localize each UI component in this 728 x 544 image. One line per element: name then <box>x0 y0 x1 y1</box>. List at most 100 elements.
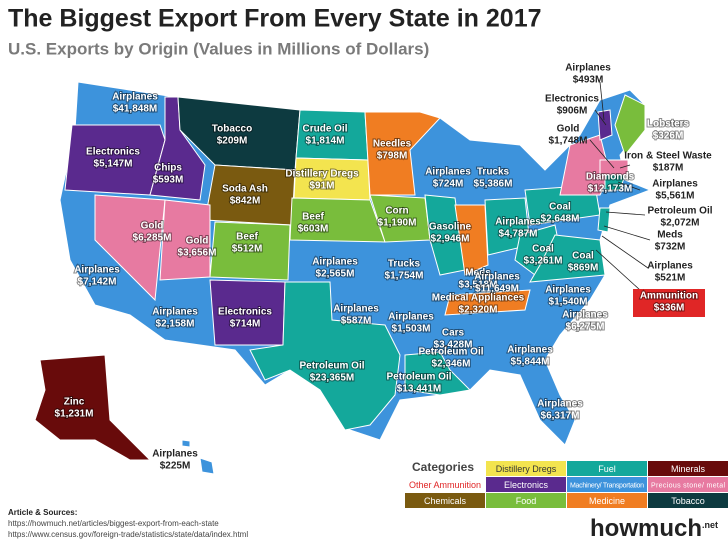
state <box>424 194 466 276</box>
state-product: Airplanes <box>495 217 541 228</box>
state-value: $587M <box>341 316 372 327</box>
state-value: $326M <box>653 131 684 142</box>
state-product: Coal <box>572 251 594 262</box>
state-product: Airplanes <box>507 345 553 356</box>
state-value: $1,503M <box>392 324 431 335</box>
state-value: $512M <box>232 244 263 255</box>
state-value: $2,346M <box>432 359 471 370</box>
state-value: $1,540M <box>549 297 588 308</box>
legend-label: Precious stone/ metal <box>651 482 725 489</box>
state <box>209 221 291 281</box>
legend-label: Fuel <box>598 464 616 474</box>
state <box>614 94 646 157</box>
logo-suffix: .net <box>702 520 718 530</box>
state-product: Airplanes <box>425 167 471 178</box>
state-product: Beef <box>236 232 258 243</box>
state <box>159 199 211 281</box>
state-product: Airplanes <box>333 304 379 315</box>
state-product: Airplanes <box>562 310 608 321</box>
state <box>604 174 626 191</box>
state-value: $187M <box>653 163 684 174</box>
state <box>404 351 472 396</box>
state-value: $3,518M <box>459 280 498 291</box>
state-value: $3,261M <box>524 256 563 267</box>
title: The Biggest Export From Every State in 2… <box>8 5 542 33</box>
state-value: $41,848M <box>113 104 157 115</box>
state <box>454 204 489 276</box>
state-product: Airplanes <box>388 312 434 323</box>
state-value: $12,173M <box>588 184 632 195</box>
source-link: https://www.census.gov/foreign-trade/sta… <box>8 530 248 539</box>
state-value: $842M <box>230 196 261 207</box>
state-product: Cars <box>442 328 465 339</box>
legend-swatch <box>648 493 728 508</box>
callout-lines <box>589 81 651 291</box>
legend-swatch <box>567 493 647 508</box>
legend-swatch <box>405 493 485 508</box>
state <box>181 439 191 448</box>
state-product: Electronics <box>86 147 140 158</box>
state <box>94 194 166 302</box>
logo-name: howmuch <box>590 515 702 542</box>
state-product: Airplanes <box>312 257 358 268</box>
state-value: $869M <box>568 263 599 274</box>
state <box>597 109 613 141</box>
state-product: Coal <box>549 202 571 213</box>
callout-line <box>617 181 641 191</box>
state-product: Iron & Steel Waste <box>624 151 712 162</box>
state-value: $13,441M <box>397 384 441 395</box>
state-product: Electronics <box>218 307 272 318</box>
state-product: Beef <box>302 212 324 223</box>
state-product: Gold <box>186 236 209 247</box>
state-value: $714M <box>230 319 261 330</box>
state-product: Airplanes <box>545 285 591 296</box>
state-value: $336M <box>654 303 685 314</box>
state-value: $603M <box>298 224 329 235</box>
states <box>34 81 652 475</box>
legend: Categories Distillery Dregs Fuel Minerals Ot… <box>405 460 728 508</box>
legend-swatch <box>486 461 566 476</box>
state-value: $1,748M <box>549 136 588 147</box>
state-value: $6,285M <box>133 233 172 244</box>
state-product: Trucks <box>388 259 421 270</box>
legend-label: Food <box>516 496 537 506</box>
legend-title: Categories <box>412 460 474 474</box>
state-value: $5,386M <box>474 179 513 190</box>
state-product: Electronics <box>545 94 599 105</box>
legend-swatch <box>567 477 647 492</box>
state-product: Petroleum Oil <box>386 372 451 383</box>
state-product: Petroleum Oil <box>418 347 483 358</box>
state-value: $91M <box>309 181 334 192</box>
state-product: Diamonds <box>586 172 635 183</box>
state-product: Lobsters <box>647 119 690 130</box>
state-value: $2,072M <box>661 218 700 229</box>
state-product: Needles <box>373 139 412 150</box>
legend-swatch <box>567 461 647 476</box>
legend-label: Medicine <box>589 496 625 506</box>
state-value: $906M <box>557 106 588 117</box>
state-value: $593M <box>153 175 184 186</box>
state <box>249 281 401 431</box>
state <box>199 457 215 475</box>
state-value: $4,787M <box>499 229 538 240</box>
state-product: Gasoline <box>429 222 472 233</box>
state <box>444 289 531 316</box>
state <box>34 354 152 461</box>
state-product: Crude Oil <box>302 124 347 135</box>
state-value: $1,190M <box>378 218 417 229</box>
state-value: $521M <box>655 273 686 284</box>
legend-swatch <box>486 477 566 492</box>
legend-label: Tobacco <box>671 496 705 506</box>
legend-swatch <box>405 477 485 492</box>
callout-line <box>619 164 631 169</box>
state-product: Tobacco <box>212 124 252 135</box>
state-value: $5,147M <box>94 159 133 170</box>
state-product: Corn <box>385 206 408 217</box>
legend-label: Chemicals <box>424 496 467 506</box>
state-value: $1,754M <box>385 271 424 282</box>
state-value: $5,844M <box>511 357 550 368</box>
callout-line <box>595 249 641 291</box>
legend-swatch <box>486 493 566 508</box>
legend-swatch <box>648 461 728 476</box>
state-product: Zinc <box>64 397 85 408</box>
